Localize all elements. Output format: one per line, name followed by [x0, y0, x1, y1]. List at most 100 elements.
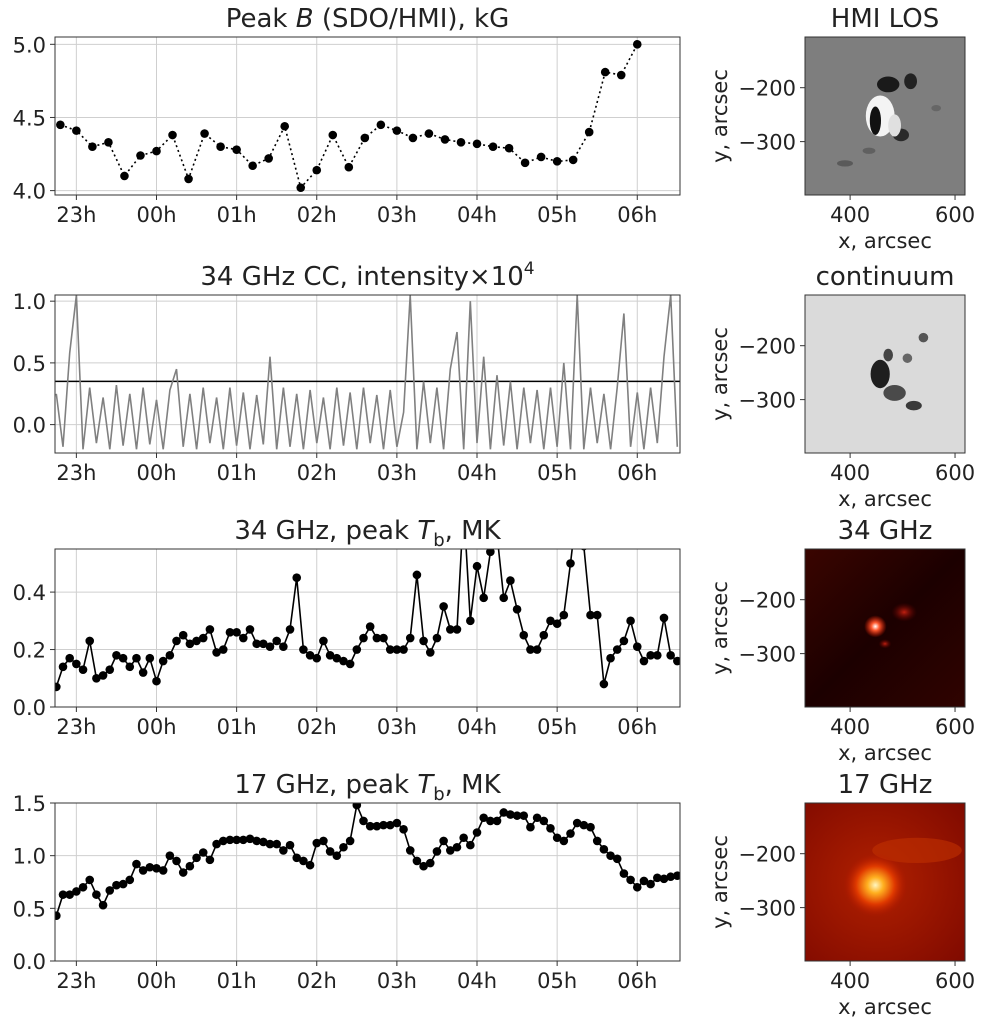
y-tick-label: 1.0 [13, 845, 46, 869]
x-tick-label: 03h [377, 715, 417, 739]
data-point [58, 662, 68, 672]
data-point [200, 129, 209, 138]
data-point [339, 656, 348, 666]
x-tick-label: 02h [297, 461, 337, 485]
data-point [532, 645, 542, 654]
x-tick-label: 00h [136, 203, 176, 227]
data-point [526, 822, 535, 832]
panel: Peak B (SDO/HMI), kG 23h 00h 01h 02h 03h 04h 05… [13, 4, 681, 227]
y-tick-label: 0.5 [13, 352, 46, 376]
title-part: T [417, 770, 435, 800]
y-axis-label: y, arcsec [708, 835, 732, 929]
data-point [65, 653, 74, 663]
data-point [499, 808, 509, 817]
data-point [639, 876, 649, 886]
data-point [419, 636, 428, 646]
title-part: , MK [445, 516, 502, 546]
x-tick-label: 600 [935, 969, 975, 993]
y-tick-label: 4.0 [13, 180, 46, 204]
y-tick-label: −300 [738, 897, 796, 921]
data-point [365, 622, 375, 631]
data-point [178, 868, 188, 877]
data-point [572, 818, 582, 828]
axes-frame [804, 548, 966, 708]
data-point [192, 636, 201, 646]
data-point [519, 630, 529, 640]
data-point [218, 645, 228, 654]
data-point [319, 636, 328, 646]
panel-title: 34 GHz [838, 516, 933, 546]
data-point [344, 162, 354, 172]
x-tick-label: 04h [457, 203, 497, 227]
data-point [599, 679, 609, 689]
data-point [105, 886, 115, 895]
data-point [112, 880, 121, 890]
axes-frame [54, 36, 681, 196]
data-point [72, 126, 81, 135]
y-tick-label: 0.0 [13, 696, 46, 720]
data-point [259, 639, 268, 649]
data-point [232, 628, 241, 637]
y-tick-label: 1.5 [13, 792, 46, 816]
data-point [424, 129, 434, 138]
data-point [55, 682, 61, 692]
title-part: B [296, 4, 314, 34]
data-point [312, 838, 322, 848]
x-tick-label: 600 [935, 715, 975, 739]
data-point [352, 645, 362, 654]
data-point [586, 610, 595, 620]
data-point [673, 656, 680, 666]
data-point [158, 866, 168, 875]
image-feature [869, 106, 882, 135]
data-point [88, 142, 97, 152]
image [805, 803, 965, 961]
data-point [280, 121, 290, 131]
image-feature [878, 639, 892, 649]
data-point [152, 864, 161, 873]
image-feature [877, 76, 900, 93]
data-point [392, 645, 402, 654]
data-point [339, 842, 348, 852]
data-point [408, 133, 418, 143]
x-tick-label: 02h [297, 715, 337, 739]
data-point [252, 639, 261, 649]
data-point [296, 183, 306, 192]
image-feature [891, 602, 917, 622]
data-point [486, 816, 495, 826]
data-point [506, 576, 515, 585]
data-point [425, 648, 435, 657]
data-point [299, 645, 308, 654]
data-point [432, 847, 442, 856]
panel: 34 GHz 400 600 −200 −300 x, arcsec y, arcsec [708, 516, 975, 765]
data-point [440, 135, 450, 144]
y-tick-label: 0.5 [13, 897, 46, 921]
x-tick-label: 600 [935, 203, 975, 227]
data-point [526, 645, 535, 654]
data-point [118, 879, 128, 889]
data-point [372, 633, 382, 643]
data-point [552, 619, 562, 628]
data-point [72, 887, 81, 896]
data-point [405, 846, 415, 855]
data-point [105, 665, 115, 674]
data-point [98, 900, 108, 910]
image [805, 549, 965, 707]
data-point [592, 836, 602, 846]
y-tick-label: −200 [738, 589, 796, 613]
data-point [132, 653, 141, 663]
data-point [499, 593, 509, 603]
data-point [412, 570, 422, 580]
data-point [445, 625, 455, 634]
axes-frame [804, 294, 966, 454]
x-tick-label: 00h [136, 461, 176, 485]
data-point [452, 625, 462, 634]
x-axis-label: x, arcsec [838, 741, 932, 765]
image [805, 295, 965, 453]
panel-title: 17 GHz [838, 770, 933, 800]
data-point [212, 839, 221, 849]
data-point [359, 633, 368, 643]
data-point [292, 573, 302, 583]
panel-title: 34 GHz, peak Tb, MK [234, 516, 501, 551]
data-point [325, 847, 335, 856]
panel: 34 GHz CC, intensity×104 23h 00h 01h 02h 03h 0… [13, 259, 681, 485]
